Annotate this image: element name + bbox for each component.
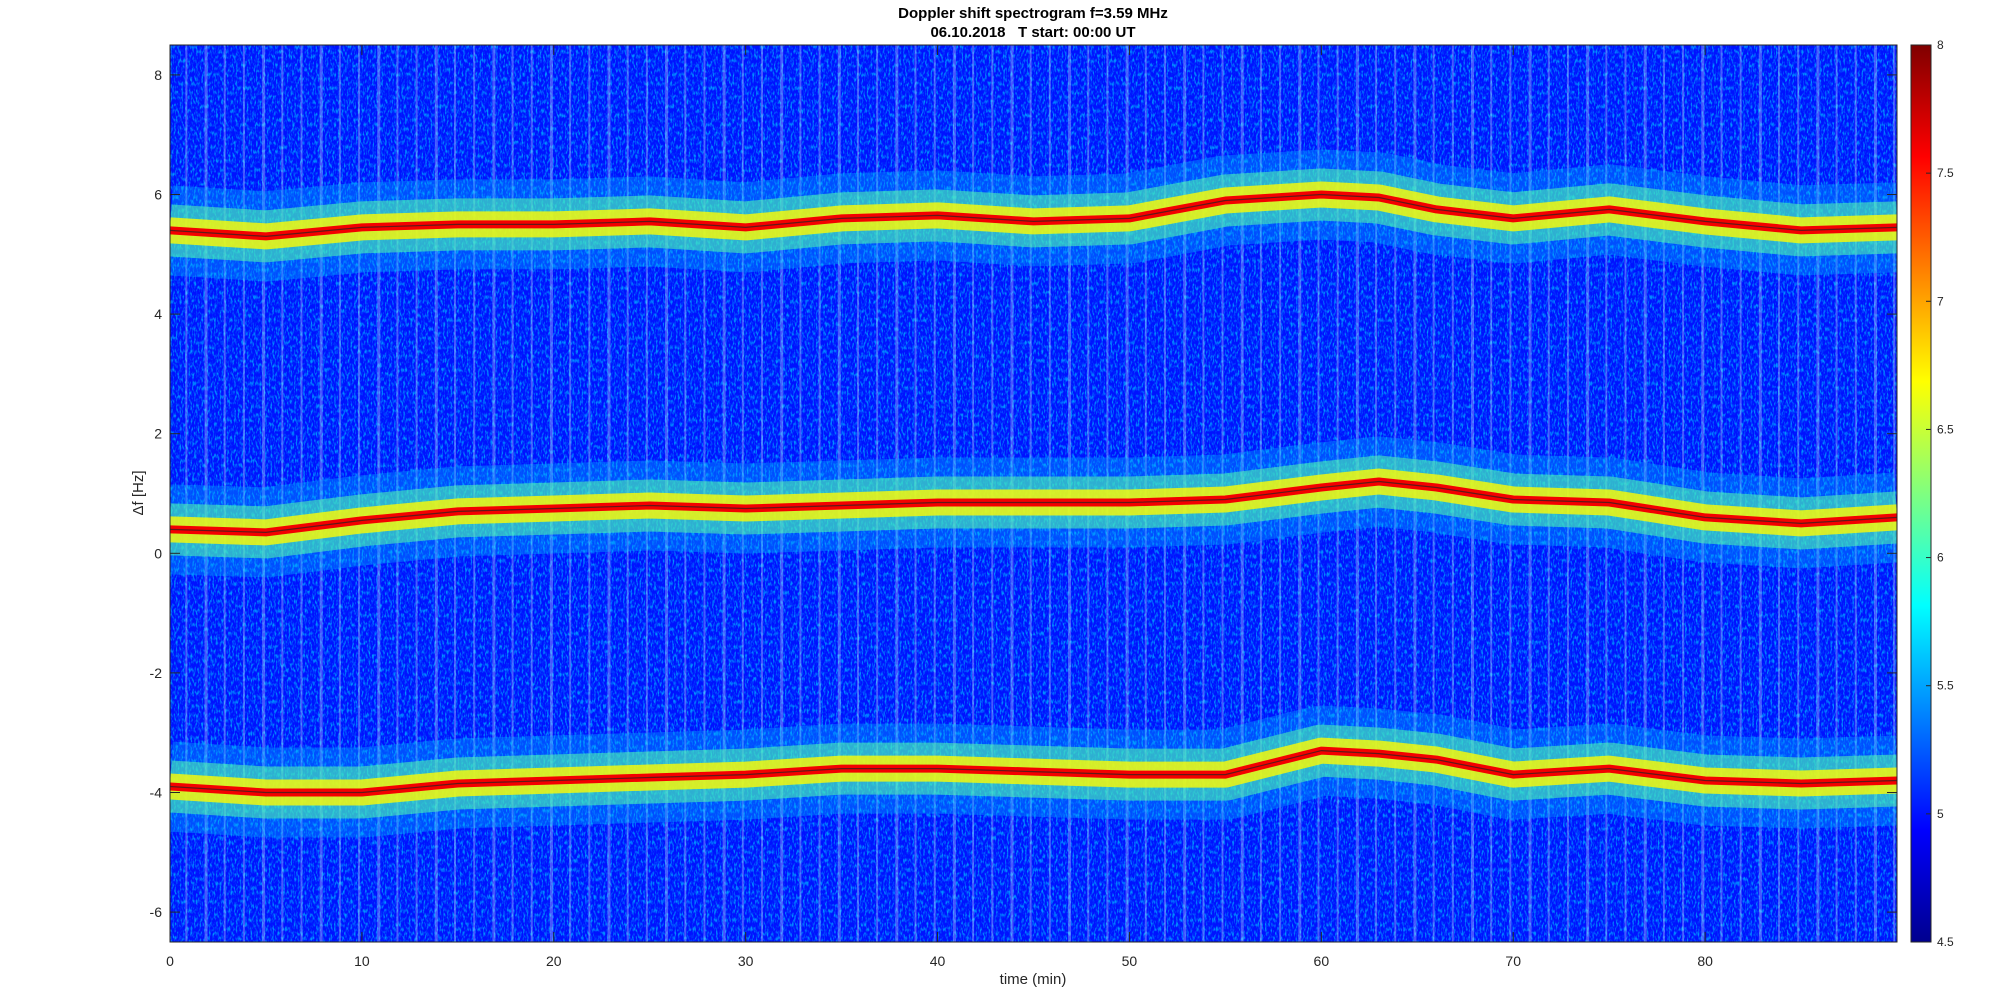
stripe <box>1797 45 1800 942</box>
x-tick-label: 20 <box>546 953 562 969</box>
x-tick-label: 0 <box>166 953 174 969</box>
x-tick-label: 10 <box>354 953 370 969</box>
stripe <box>223 45 226 942</box>
stripe <box>1854 45 1857 942</box>
stripe <box>338 45 341 942</box>
x-axis-label: time (min) <box>1000 971 1067 988</box>
x-tick-label: 30 <box>738 953 754 969</box>
y-tick-label: 2 <box>154 426 162 442</box>
x-tick-label: 40 <box>930 953 946 969</box>
colorbar-ticks: 4.5 5 5.5 6 6.5 7 7.5 8 <box>1926 38 1954 949</box>
colorbar-tick-label: 7.5 <box>1937 166 1954 180</box>
y-axis-label: Δf [Hz] <box>130 470 147 515</box>
y-tick-label: -2 <box>150 665 163 681</box>
y-tick-label: 8 <box>154 67 162 83</box>
colorbar-tick-label: 5 <box>1937 807 1944 821</box>
stripe <box>262 45 266 942</box>
colorbar-tick-label: 6 <box>1937 551 1944 565</box>
y-axis-ticks: -6 -4 -2 0 2 4 6 8 <box>150 67 1897 920</box>
stripe <box>281 45 284 942</box>
colorbar-tick-label: 8 <box>1937 38 1944 52</box>
y-tick-label: 0 <box>154 545 162 561</box>
stripe <box>204 45 208 942</box>
colorbar-tick-label: 6.5 <box>1937 422 1954 436</box>
stripe <box>1816 45 1820 942</box>
x-axis-ticks: 0 10 20 30 40 50 60 70 80 <box>166 45 1713 969</box>
chart-title: Doppler shift spectrogram f=3.59 MHz <box>898 5 1168 22</box>
x-tick-label: 70 <box>1505 953 1521 969</box>
stripe <box>1758 45 1762 942</box>
stripe <box>300 45 303 942</box>
x-tick-label: 60 <box>1314 953 1330 969</box>
stripe <box>319 45 323 942</box>
doppler-traces <box>170 149 1897 838</box>
y-tick-label: 4 <box>154 306 162 322</box>
x-tick-label: 80 <box>1697 953 1713 969</box>
colorbar <box>1910 44 1932 943</box>
colorbar-tick-label: 4.5 <box>1937 935 1954 949</box>
plot-frame <box>169 44 1898 943</box>
chart-subtitle: 06.10.2018 T start: 00:00 UT <box>930 24 1135 41</box>
trace-1-line <box>170 480 1897 534</box>
x-tick-label: 50 <box>1122 953 1138 969</box>
trace-2-line <box>170 193 1897 238</box>
y-tick-label: -6 <box>150 904 163 920</box>
trace-3-line <box>170 749 1897 794</box>
y-tick-label: -4 <box>150 785 163 801</box>
stripe <box>1778 45 1781 942</box>
stripe <box>358 45 361 942</box>
stripe <box>185 45 188 942</box>
stripe <box>1739 45 1742 942</box>
stripe <box>242 45 245 942</box>
plot-area <box>170 45 1897 942</box>
colorbar-tick-label: 7 <box>1937 294 1944 308</box>
stripe <box>1835 45 1838 942</box>
colorbar-tick-label: 5.5 <box>1937 679 1954 693</box>
y-tick-label: 6 <box>154 187 162 203</box>
